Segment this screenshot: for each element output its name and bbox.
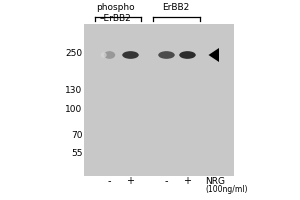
Text: -: - (108, 176, 111, 186)
Text: -: - (165, 176, 168, 186)
Text: –ErBB2: –ErBB2 (100, 14, 131, 23)
Ellipse shape (122, 51, 139, 59)
Ellipse shape (158, 51, 175, 59)
Text: +: + (184, 176, 191, 186)
Text: 55: 55 (71, 148, 82, 158)
Text: 250: 250 (65, 48, 83, 58)
Text: ErBB2: ErBB2 (162, 3, 189, 12)
Text: +: + (127, 176, 134, 186)
Text: 70: 70 (71, 130, 82, 140)
Ellipse shape (179, 51, 196, 59)
Polygon shape (208, 48, 219, 62)
Text: (100ng/ml): (100ng/ml) (206, 184, 248, 194)
Text: 100: 100 (65, 104, 83, 114)
Ellipse shape (104, 51, 115, 59)
Text: 130: 130 (65, 86, 83, 95)
Text: NRG: NRG (206, 176, 226, 186)
Ellipse shape (101, 52, 107, 58)
Bar (84, 24, 234, 176)
Text: phospho: phospho (96, 3, 135, 12)
